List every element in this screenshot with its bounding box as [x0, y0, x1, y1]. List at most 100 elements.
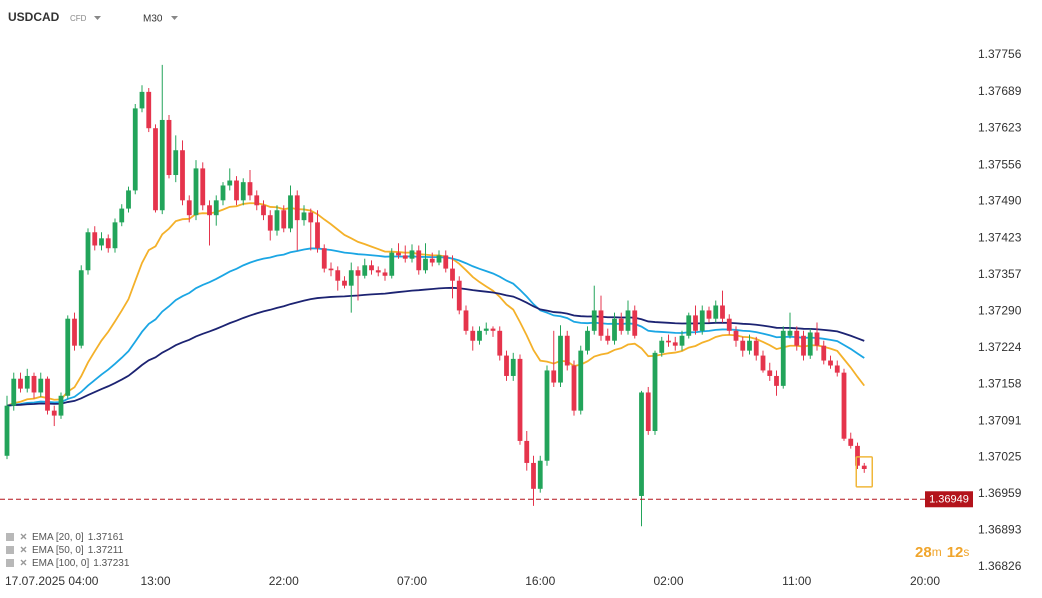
candle-body — [301, 212, 307, 221]
legend-value: 1.37211 — [88, 545, 124, 556]
candle-body — [227, 180, 233, 186]
candle-body — [632, 310, 638, 336]
candle-body — [841, 372, 847, 439]
candle-body — [4, 405, 10, 456]
current-candle-highlight — [855, 456, 873, 488]
y-tick-label: 1.37025 — [978, 450, 1022, 464]
candle-body — [423, 258, 428, 271]
candle-body — [645, 392, 651, 432]
candle-body — [578, 350, 584, 411]
countdown-unit: m — [932, 545, 942, 559]
candle-body — [672, 342, 678, 346]
candle-body — [855, 445, 860, 466]
candle-body — [355, 270, 361, 276]
candle-body — [551, 370, 557, 383]
candle-body — [537, 460, 543, 489]
candle-body — [274, 210, 280, 231]
countdown-value: 28 — [915, 544, 932, 561]
candle-body — [726, 318, 732, 331]
legend-icon — [6, 546, 14, 554]
candle-body — [504, 355, 509, 376]
candle-body — [456, 280, 462, 311]
candle-body — [564, 335, 570, 366]
candle-body — [31, 375, 37, 393]
candle-body — [625, 310, 631, 331]
x-tick-label: 20:00 — [910, 574, 940, 588]
candle-body — [51, 410, 57, 416]
candle-body — [315, 222, 320, 249]
candle-body — [65, 318, 71, 396]
candle-body — [477, 330, 482, 341]
y-tick-label: 1.37224 — [978, 340, 1022, 354]
symbol[interactable]: USDCAD — [8, 10, 60, 24]
x-tick-label: 16:00 — [525, 574, 555, 588]
timeframe-dropdown[interactable] — [171, 16, 178, 20]
candle-body — [605, 335, 611, 341]
legend-remove[interactable] — [20, 546, 27, 553]
candle-body — [166, 119, 172, 176]
candle-body — [288, 195, 293, 229]
legend-icon — [6, 559, 14, 567]
candle-body — [679, 335, 685, 346]
candle-body — [652, 352, 658, 432]
candle-body — [38, 378, 44, 393]
candle-body — [848, 438, 854, 446]
ema-line — [6, 286, 865, 407]
candle-body — [524, 440, 530, 463]
y-tick-label: 1.37623 — [978, 120, 1022, 134]
candle-body — [470, 330, 476, 341]
candle-body — [544, 370, 550, 461]
legend-entry: EMA [20, 0] 1.37161 — [32, 532, 124, 543]
candle-body — [11, 378, 17, 406]
candle-body — [99, 238, 104, 246]
candle-body — [558, 335, 563, 383]
y-tick-label: 1.37290 — [978, 304, 1022, 318]
candle-body — [531, 462, 536, 489]
candle-body — [402, 255, 408, 259]
indicator-lines — [6, 202, 865, 407]
candle-body — [193, 168, 199, 216]
legend-remove[interactable] — [20, 559, 27, 566]
candle-body — [686, 315, 692, 336]
ema-line — [6, 202, 865, 407]
candle-body — [207, 205, 212, 216]
candle-body — [186, 200, 192, 216]
y-tick-label: 1.37490 — [978, 194, 1022, 208]
legend-remove[interactable] — [20, 533, 27, 540]
candle-body — [814, 332, 820, 346]
candle-body — [585, 330, 590, 351]
candle-body — [146, 91, 152, 129]
candle-body — [173, 150, 179, 176]
timeframe[interactable]: M30 — [143, 14, 163, 25]
candle-body — [720, 305, 725, 319]
instrument-type: CFD — [70, 14, 87, 23]
candle-body — [497, 330, 503, 356]
candle-body — [821, 345, 827, 361]
legend-entry: EMA [100, 0] 1.37231 — [32, 558, 130, 569]
symbol-dropdown[interactable] — [94, 16, 101, 20]
candle-body — [213, 200, 219, 216]
candle-body — [261, 205, 266, 216]
candle-body — [753, 340, 759, 356]
candle-body — [45, 378, 50, 411]
countdown-value: 12 — [947, 544, 964, 561]
candle-body — [571, 365, 577, 411]
candle-body — [200, 168, 206, 206]
candle-body — [780, 330, 786, 386]
candle-body — [85, 232, 91, 271]
candle-body — [767, 370, 773, 376]
candle-body — [612, 318, 617, 341]
candle-body — [119, 208, 125, 223]
y-tick-label: 1.37158 — [978, 376, 1022, 390]
candle-body — [105, 238, 111, 249]
candle-body — [450, 268, 455, 281]
candle-body — [240, 182, 246, 201]
candle-body — [382, 272, 388, 276]
x-tick-label: 02:00 — [653, 574, 683, 588]
candle-body — [429, 258, 435, 263]
candles — [4, 64, 867, 527]
candle-body — [72, 318, 77, 346]
candle-body — [659, 340, 665, 353]
candle-body — [294, 195, 300, 221]
candle-body — [254, 195, 260, 206]
